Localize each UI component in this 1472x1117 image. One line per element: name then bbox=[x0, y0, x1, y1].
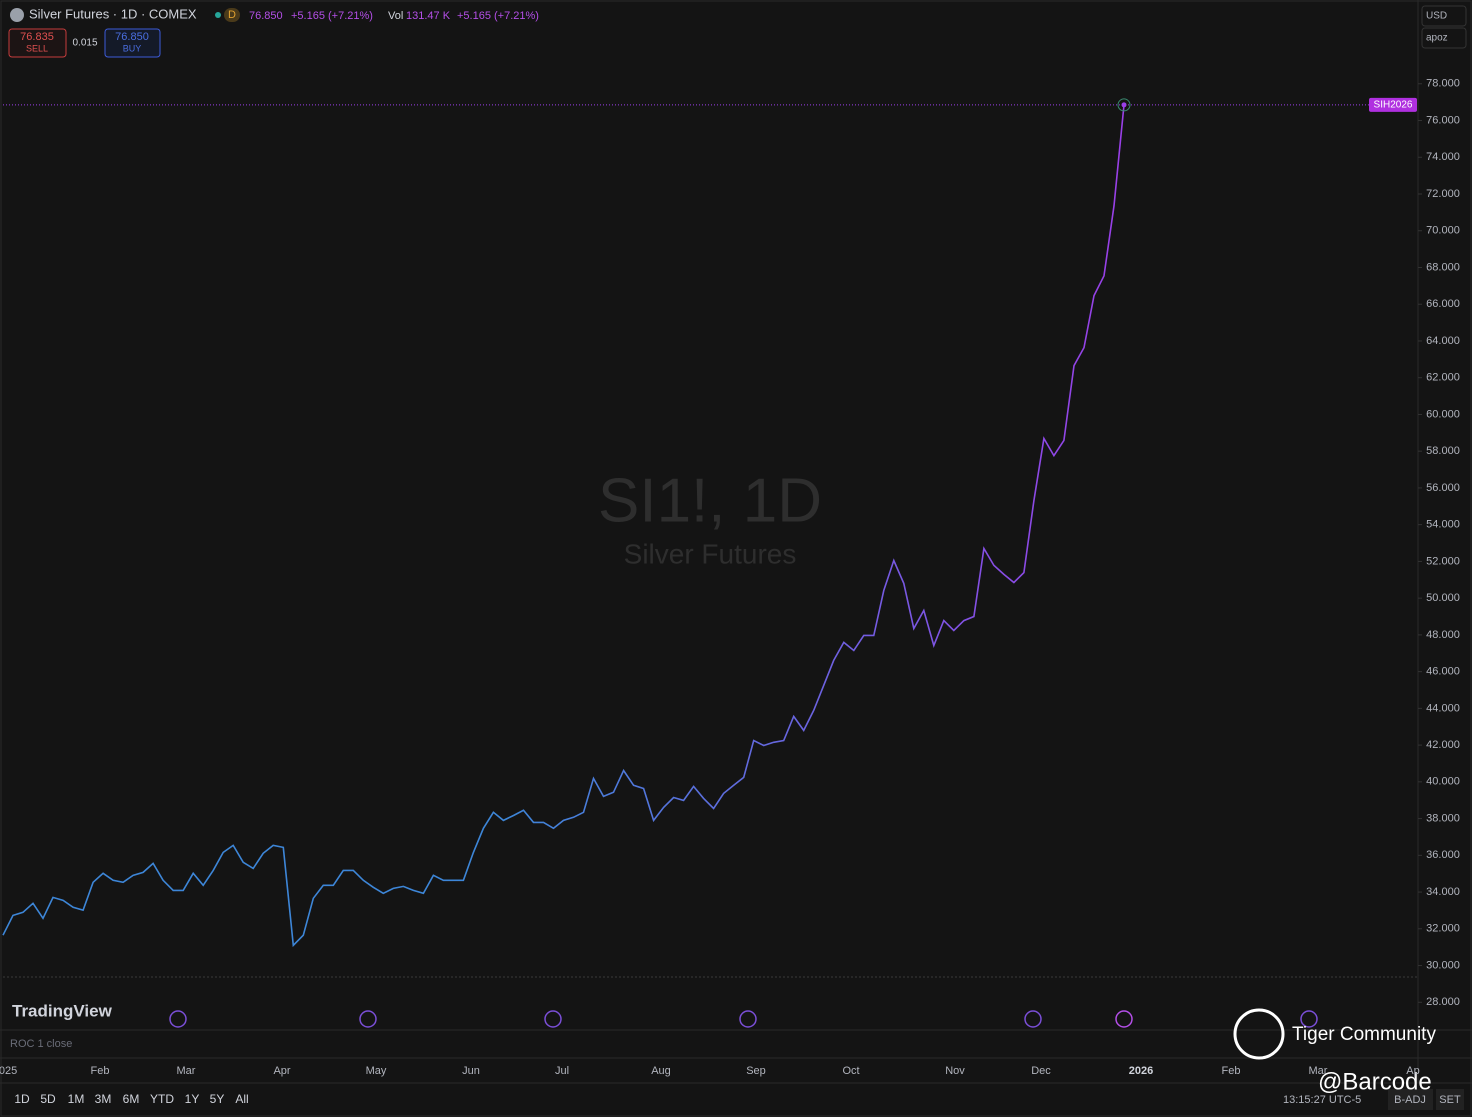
x-tick-label: Mar bbox=[1309, 1065, 1328, 1077]
period-button[interactable]: All bbox=[235, 1092, 248, 1106]
vol-label: Vol bbox=[388, 10, 403, 22]
buy-label: BUY bbox=[123, 43, 142, 53]
sell-button[interactable] bbox=[8, 28, 67, 58]
badge-bg bbox=[224, 8, 240, 22]
x-tick-label: 2026 bbox=[1129, 1065, 1153, 1077]
symbol-icon bbox=[10, 8, 24, 22]
y-tick-label: 38.000 bbox=[1426, 812, 1460, 824]
symbol-title[interactable]: Silver Futures · 1D · COMEX bbox=[29, 6, 197, 21]
x-tick-label: Jun bbox=[462, 1065, 480, 1077]
y-tick-label: 44.000 bbox=[1426, 702, 1460, 714]
x-tick-label: Mar bbox=[177, 1065, 196, 1077]
price-label-bg bbox=[1369, 97, 1417, 112]
unit-select[interactable] bbox=[1421, 27, 1467, 49]
adjust-button[interactable] bbox=[1388, 1089, 1433, 1110]
currency-select[interactable] bbox=[1421, 5, 1467, 27]
y-tick-label: 60.000 bbox=[1426, 408, 1460, 420]
watermark-symbol: SI1!, 1D bbox=[598, 466, 822, 535]
y-tick-label: 76.000 bbox=[1426, 114, 1460, 126]
x-tick-label: Sep bbox=[746, 1065, 766, 1077]
clock: 13:15:27 UTC-5 bbox=[1283, 1094, 1361, 1106]
price: 76.850 bbox=[249, 10, 283, 22]
settings: SET bbox=[1439, 1094, 1461, 1106]
y-tick-label: 46.000 bbox=[1426, 666, 1460, 678]
y-tick-label: 74.000 bbox=[1426, 151, 1460, 163]
y-tick-label: 48.000 bbox=[1426, 629, 1460, 641]
y-tick-label: 72.000 bbox=[1426, 188, 1460, 200]
y-tick-label: 40.000 bbox=[1426, 776, 1460, 788]
x-tick-label: May bbox=[366, 1065, 387, 1077]
y-tick-label: 42.000 bbox=[1426, 739, 1460, 751]
y-tick-label: 34.000 bbox=[1426, 886, 1460, 898]
y-tick-label: 70.000 bbox=[1426, 225, 1460, 237]
x-tick-label: Apr bbox=[273, 1065, 290, 1077]
x-tick-label: 025 bbox=[0, 1065, 17, 1077]
x-tick-label: Nov bbox=[945, 1065, 965, 1077]
spread: 0.015 bbox=[72, 38, 97, 49]
y-tick-label: 58.000 bbox=[1426, 445, 1460, 457]
y-tick-label: 28.000 bbox=[1426, 996, 1460, 1008]
watermark-name: Silver Futures bbox=[624, 538, 797, 569]
last-price-point bbox=[1121, 102, 1127, 108]
adjust: B-ADJ bbox=[1394, 1094, 1426, 1106]
buy-price: 76.850 bbox=[115, 31, 149, 43]
handle: @Barcode bbox=[1318, 1068, 1432, 1095]
x-tick-label: Aug bbox=[651, 1065, 671, 1077]
price-label: SIH2026 bbox=[1374, 100, 1413, 111]
y-tick-label: 66.000 bbox=[1426, 298, 1460, 310]
event-icons bbox=[169, 1010, 1318, 1028]
x-tick-label: Feb bbox=[91, 1065, 110, 1077]
y-tick-label: 50.000 bbox=[1426, 592, 1460, 604]
y-tick-label: 64.000 bbox=[1426, 335, 1460, 347]
community: Tiger Community bbox=[1292, 1024, 1436, 1045]
period-button[interactable]: 1M bbox=[68, 1092, 85, 1106]
y-tick-label: 52.000 bbox=[1426, 555, 1460, 567]
y-tick-label: 30.000 bbox=[1426, 959, 1460, 971]
price-line bbox=[2, 104, 1125, 948]
brand: TradingView bbox=[12, 1001, 113, 1020]
sell-label: SELL bbox=[26, 43, 48, 53]
unit: apoz bbox=[1426, 33, 1448, 44]
y-tick-label: 54.000 bbox=[1426, 519, 1460, 531]
buy-button[interactable] bbox=[104, 28, 161, 58]
volume: 131.47 K bbox=[406, 10, 451, 22]
y-tick-label: 62.000 bbox=[1426, 372, 1460, 384]
currency: USD bbox=[1426, 11, 1447, 22]
indicator: ROC 1 close bbox=[10, 1038, 72, 1050]
y-tick-label: 78.000 bbox=[1426, 78, 1460, 90]
vol-change: +5.165 (+7.21%) bbox=[457, 10, 539, 22]
period-button[interactable]: 1Y bbox=[185, 1092, 200, 1106]
period-button[interactable]: 1D bbox=[14, 1092, 30, 1106]
period-button[interactable]: YTD bbox=[150, 1092, 174, 1106]
y-tick-label: 36.000 bbox=[1426, 849, 1460, 861]
period-button[interactable]: 5D bbox=[40, 1092, 56, 1106]
x-tick-label: Dec bbox=[1031, 1065, 1051, 1077]
period-button[interactable]: 6M bbox=[123, 1092, 140, 1106]
last-price-dot bbox=[1117, 98, 1131, 112]
change: +5.165 (+7.21%) bbox=[291, 10, 373, 22]
sell-price: 76.835 bbox=[20, 31, 54, 43]
badge: D bbox=[228, 9, 236, 21]
x-tick-label: Oct bbox=[842, 1065, 859, 1077]
period-button[interactable]: 3M bbox=[95, 1092, 112, 1106]
y-tick-label: 32.000 bbox=[1426, 923, 1460, 935]
community-logo bbox=[1233, 1008, 1285, 1060]
settings-button[interactable] bbox=[1436, 1089, 1464, 1110]
status-dot bbox=[215, 12, 221, 18]
x-tick-label: Jul bbox=[555, 1065, 569, 1077]
y-tick-label: 68.000 bbox=[1426, 261, 1460, 273]
x-tick-label: Feb bbox=[1222, 1065, 1241, 1077]
y-tick-label: 56.000 bbox=[1426, 482, 1460, 494]
x-tick-label: Ap bbox=[1406, 1065, 1419, 1077]
period-button[interactable]: 5Y bbox=[210, 1092, 225, 1106]
